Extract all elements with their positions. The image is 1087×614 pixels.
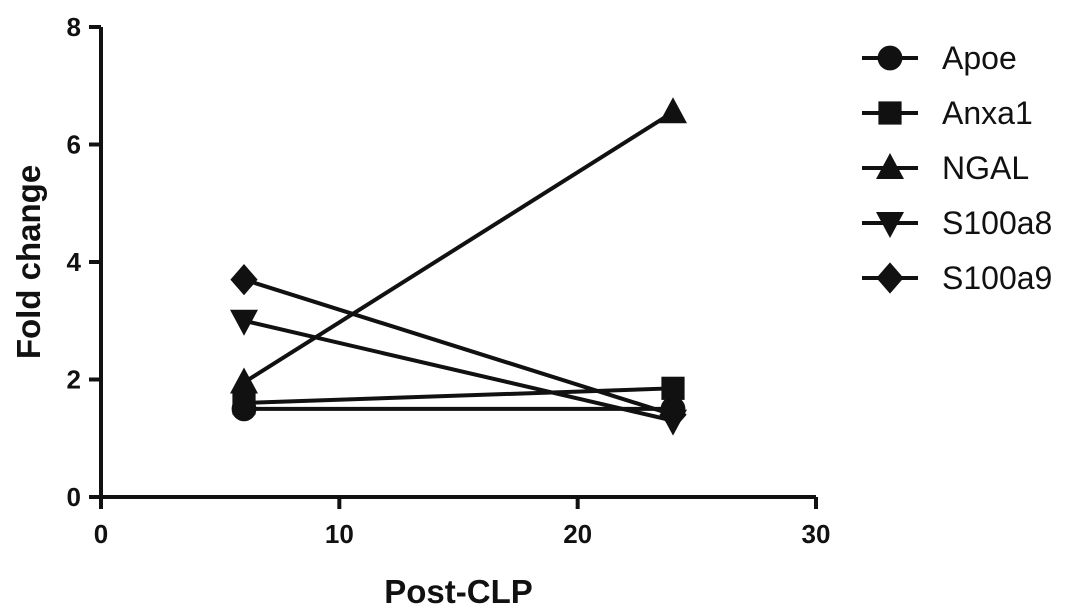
series-s100a9: [230, 264, 687, 431]
legend: Apoe Anxa1 NGAL S100a8 S100a9: [862, 40, 1052, 296]
legend-item: S100a8: [862, 205, 1052, 241]
legend-item: Anxa1: [862, 95, 1033, 131]
legend-marker: [878, 101, 902, 125]
y-tick-label: 0: [67, 482, 81, 512]
legend-marker: [876, 262, 904, 294]
series-line: [243, 277, 674, 417]
legend-item: NGAL: [862, 150, 1029, 186]
x-tick-label: 30: [802, 519, 831, 549]
legend-marker: [877, 45, 903, 71]
legend-label: Anxa1: [942, 95, 1033, 131]
y-ticks: 0 2 4 6 8: [67, 12, 101, 512]
y-tick-label: 6: [67, 130, 81, 160]
series-layer: [230, 97, 687, 436]
legend-label: S100a8: [942, 205, 1052, 241]
data-point: [230, 264, 258, 296]
axes: [99, 27, 816, 499]
series-line: [243, 318, 674, 423]
y-tick-label: 4: [67, 247, 82, 277]
y-axis-title: Fold change: [10, 165, 47, 359]
x-tick-label: 20: [563, 519, 592, 549]
x-ticks: 0 10 20 30: [94, 497, 831, 549]
legend-item: Apoe: [862, 40, 1017, 76]
series-s100a8: [230, 309, 687, 436]
legend-marker: [876, 212, 904, 238]
data-point: [230, 367, 258, 394]
data-point: [659, 399, 687, 431]
data-point: [230, 309, 258, 336]
legend-label: S100a9: [942, 260, 1052, 296]
y-tick-label: 8: [67, 12, 81, 42]
legend-label: NGAL: [942, 150, 1029, 186]
x-tick-label: 0: [94, 519, 108, 549]
legend-label: Apoe: [942, 40, 1017, 76]
x-tick-label: 10: [325, 519, 354, 549]
series-line: [242, 110, 675, 385]
legend-item: S100a9: [862, 260, 1052, 296]
legend-marker: [876, 153, 904, 179]
x-axis-title: Post-CLP: [384, 573, 533, 610]
data-point: [659, 97, 687, 124]
y-tick-label: 2: [67, 365, 81, 395]
data-point: [661, 376, 685, 400]
data-point: [232, 391, 256, 415]
